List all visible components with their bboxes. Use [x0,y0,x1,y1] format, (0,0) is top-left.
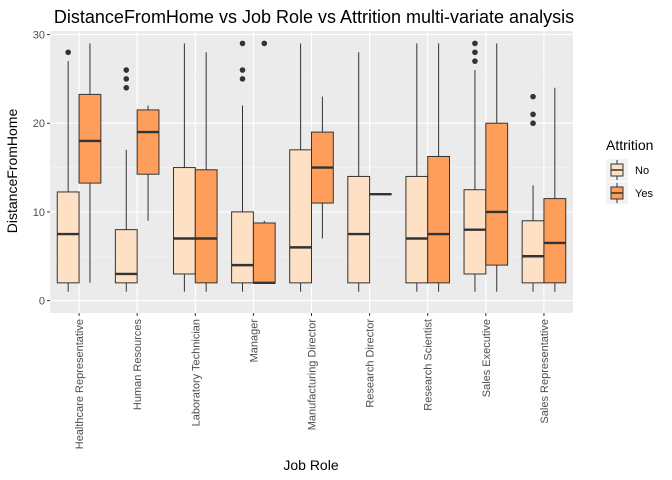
outlier-point [239,40,246,47]
x-tick-label: Healthcare Representative [74,319,86,449]
outlier-point [239,76,246,82]
box-no [521,93,545,292]
box-yes [252,40,276,285]
legend-item-yes: Yes [606,182,653,204]
box-no [231,40,254,292]
x-tick-label: Research Scientist [423,319,435,411]
y-tick-label: 10 [33,207,45,219]
x-axis: Healthcare Representative Human Resources… [74,313,551,449]
legend-item-no: No [606,159,649,181]
x-tick-label: Manufacturing Director [307,319,319,431]
box-yes [194,52,218,292]
outlier-point [530,120,536,127]
outlier-point [472,40,478,47]
x-tick-label: Manager [248,319,260,363]
box-body [521,220,545,284]
outlier-point [123,84,130,91]
box-body [427,155,451,284]
legend: Attrition No Yes [606,137,653,204]
x-tick-label: Laboratory Technician [190,319,202,426]
y-tick-label: 20 [33,118,45,130]
box-yes [543,87,567,292]
legend-title: Attrition [606,137,653,153]
box-yes [311,96,334,239]
box-body [172,167,196,275]
box-body [231,211,254,284]
y-tick-label: 30 [33,30,45,42]
box-yes [427,43,451,292]
box-body [543,198,567,284]
y-tick-label: 0 [39,296,45,308]
box-body [136,109,160,175]
x-tick-label: Sales Executive [481,319,493,397]
x-tick-label: Human Resources [132,319,144,411]
outlier-point [530,93,536,100]
box-body [289,149,313,284]
legend-label: No [635,165,649,177]
box-yes [485,43,509,292]
box-body [78,93,102,184]
box-yes [78,43,102,283]
legend-label: Yes [635,188,653,200]
box-no [56,49,80,292]
boxes [56,40,567,292]
box-body [56,191,80,284]
outlier-point [123,67,130,73]
box-no [172,43,196,292]
chart-title: DistanceFromHome vs Job Role vs Attritio… [54,7,574,27]
box-no [289,43,313,292]
outlier-point [261,40,268,47]
x-tick-label: Sales Representative [539,319,551,424]
y-axis-title: DistanceFromHome [4,109,20,234]
box-body [405,175,429,284]
box-body [114,229,138,284]
box-body [194,169,218,284]
box-body [463,189,487,275]
box-no [405,43,429,292]
outlier-point [530,111,536,118]
outlier-point [239,67,246,73]
box-body [347,175,371,284]
outlier-point [65,49,71,56]
box-no [347,52,371,292]
x-axis-title: Job Role [283,457,338,473]
outlier-point [123,76,130,82]
box-body [485,122,509,266]
y-axis: 0 10 20 30 [33,30,50,308]
box-yes [136,105,160,221]
box-body [252,222,276,284]
outlier-point [472,58,478,64]
outlier-point [472,49,478,56]
x-tick-label: Research Director [365,319,377,408]
box-no [114,67,138,292]
